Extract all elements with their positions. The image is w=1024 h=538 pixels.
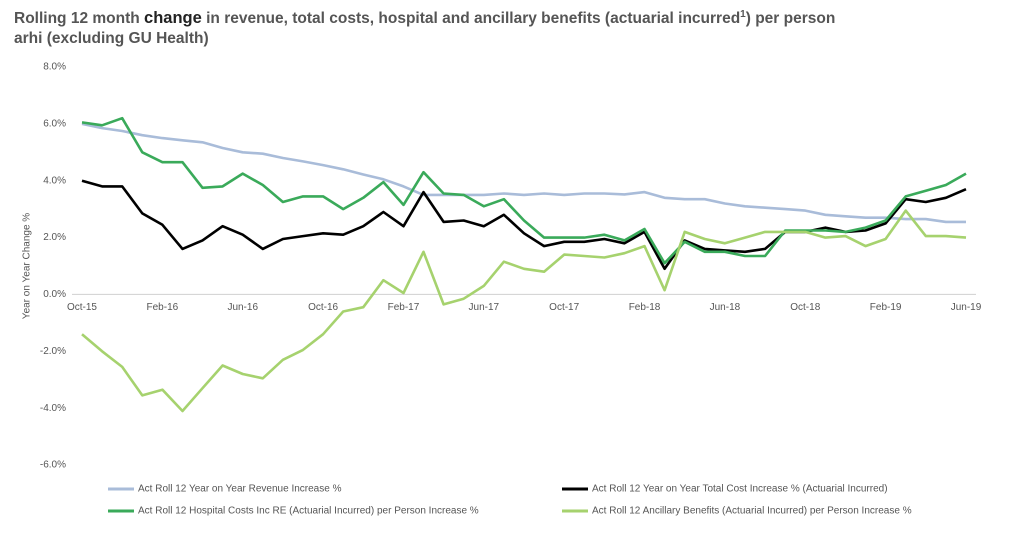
x-tick-label: Jun-19 <box>951 302 982 313</box>
x-tick-label: Oct-16 <box>308 302 338 313</box>
y-tick-label: 0.0% <box>43 289 66 300</box>
x-tick-label: Jun-18 <box>710 302 741 313</box>
y-tick-label: -2.0% <box>40 346 66 357</box>
legend-label: Act Roll 12 Hospital Costs Inc RE (Actua… <box>138 506 479 517</box>
title-text: arhi (excluding GU Health) <box>14 30 209 47</box>
x-tick-label: Feb-19 <box>870 302 902 313</box>
series-line <box>81 209 967 413</box>
x-tick-label: Jun-17 <box>469 302 500 313</box>
title-footnote: 1 <box>740 8 746 20</box>
y-tick-label: 8.0% <box>43 62 66 73</box>
x-tick-label: Jun-16 <box>227 302 258 313</box>
title-text: ) per person <box>745 10 836 27</box>
legend-label: Act Roll 12 Year on Year Revenue Increas… <box>138 484 342 495</box>
x-tick-label: Feb-17 <box>388 302 420 313</box>
y-tick-label: 6.0% <box>43 118 66 129</box>
title-text: Rolling 12 month <box>14 10 145 27</box>
x-tick-label: Oct-17 <box>549 302 579 313</box>
x-tick-label: Oct-15 <box>67 302 97 313</box>
y-tick-label: 4.0% <box>43 175 66 186</box>
x-tick-label: Feb-16 <box>147 302 179 313</box>
title-text: in revenue, total costs, hospital and an… <box>201 10 741 27</box>
series-line <box>81 116 967 265</box>
chart-title: Rolling 12 month change in revenue, tota… <box>14 8 1004 49</box>
legend-label: Act Roll 12 Ancillary Benefits (Actuaria… <box>592 506 912 517</box>
title-emphasis: change <box>144 9 202 27</box>
y-tick-label: 2.0% <box>43 232 66 243</box>
x-tick-label: Feb-18 <box>629 302 661 313</box>
series-line <box>81 122 966 224</box>
legend-label: Act Roll 12 Year on Year Total Cost Incr… <box>592 484 888 495</box>
y-tick-label: -4.0% <box>40 403 66 414</box>
series-line <box>81 179 967 271</box>
y-tick-label: -6.0% <box>40 460 66 471</box>
x-tick-label: Oct-18 <box>790 302 820 313</box>
y-axis-label: Year on Year Change % <box>22 213 33 319</box>
